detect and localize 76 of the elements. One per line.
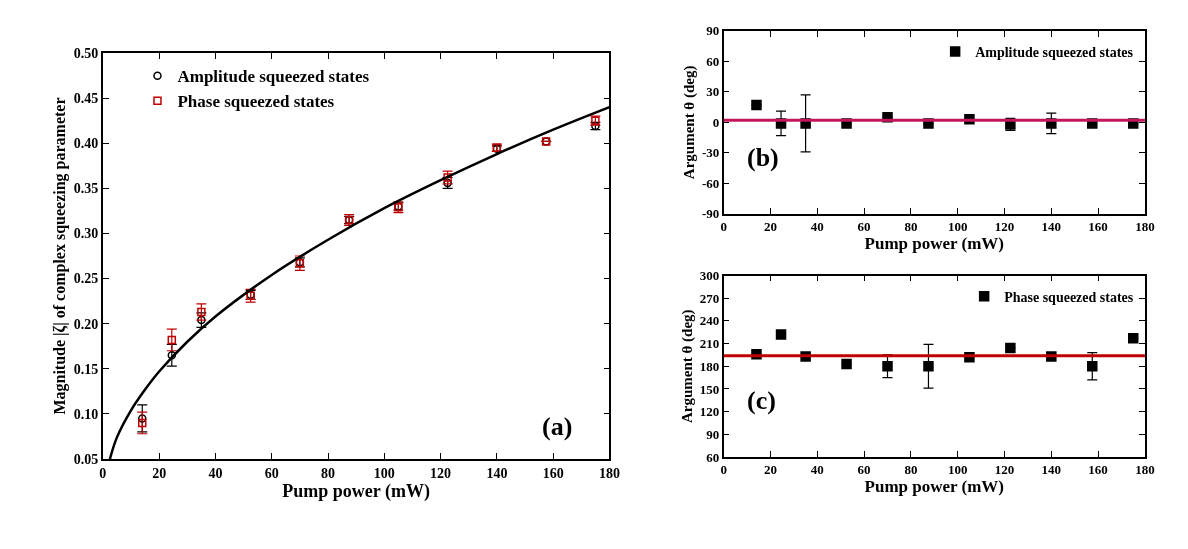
y-tick-label: 0	[712, 114, 720, 130]
legend-label: Phase squeezed states	[177, 92, 335, 112]
x-tick-label: 60	[264, 465, 279, 481]
x-tick-label: 100	[947, 462, 968, 478]
x-tick-label: 120	[994, 219, 1015, 235]
annotation: (c)	[747, 386, 776, 415]
point	[841, 358, 852, 370]
y-tick-label: 0.15	[73, 361, 99, 377]
x-tick-label: 60	[857, 219, 871, 235]
y-tick-label: 90	[706, 23, 720, 39]
x-tick-label: 140	[1041, 219, 1062, 235]
legend-label: Amplitude squeezed states	[177, 67, 370, 87]
y-tick-label: 180	[699, 358, 720, 374]
x-tick-label: 140	[486, 465, 508, 481]
y-tick-label: 120	[699, 404, 720, 420]
y-tick-label: 240	[699, 313, 720, 329]
x-tick-label: 140	[1041, 462, 1062, 478]
y-axis-title: Argument θ (deg)	[678, 309, 696, 424]
y-tick-label: -60	[702, 175, 720, 191]
x-tick-label: 80	[321, 465, 336, 481]
x-tick-label: 60	[857, 462, 871, 478]
y-tick-label: 210	[699, 336, 720, 352]
y-tick-label: 270	[699, 290, 720, 306]
x-tick-label: 40	[810, 462, 824, 478]
point	[882, 361, 893, 372]
point	[167, 351, 177, 360]
x-tick-label: 120	[430, 465, 452, 481]
x-tick-label: 100	[947, 219, 968, 235]
y-axis-title: Magnitude |ζ| of complex squeezing parameter	[51, 97, 70, 415]
x-tick-label: 120	[994, 462, 1015, 478]
y-tick-label: -90	[702, 206, 720, 222]
x-tick-label: 160	[542, 465, 564, 481]
x-tick-label: 180	[598, 465, 620, 481]
point	[1005, 342, 1016, 354]
x-tick-label: 160	[1088, 462, 1108, 478]
point	[923, 361, 934, 372]
legend-label: Amplitude squeezed states	[975, 45, 1134, 61]
y-tick-label: 60	[706, 53, 720, 69]
point	[775, 329, 787, 340]
y-tick-label: 60	[706, 449, 720, 465]
x-tick-label: 40	[810, 219, 824, 235]
y-tick-label: 0.05	[73, 451, 99, 467]
y-tick-label: 300	[699, 268, 720, 284]
x-tick-label: 100	[373, 465, 395, 481]
y-axis-title: Argument θ (deg)	[680, 65, 698, 180]
y-tick-label: -30	[702, 145, 720, 161]
y-tick-label: 0.40	[73, 136, 99, 152]
point	[751, 99, 762, 111]
point	[1087, 361, 1098, 372]
y-tick-label: 90	[706, 426, 720, 442]
legend-label: Phase squeezed states	[1004, 289, 1134, 305]
x-tick-label: 20	[764, 219, 778, 235]
x-tick-label: 180	[1135, 462, 1155, 478]
x-axis-title: Pump power (mW)	[864, 234, 1005, 254]
y-tick-label: 0.20	[73, 316, 99, 332]
y-tick-label: 0.35	[73, 181, 99, 197]
annotation: (b)	[747, 143, 779, 172]
x-tick-label: 80	[904, 462, 918, 478]
x-tick-label: 180	[1135, 219, 1155, 235]
x-tick-label: 80	[904, 219, 918, 235]
y-tick-label: 0.25	[73, 271, 99, 287]
y-tick-label: 0.45	[73, 91, 99, 106]
y-tick-label: 0.50	[73, 45, 99, 61]
y-tick-label: 150	[699, 381, 720, 397]
x-axis-title: Pump power (mW)	[282, 480, 430, 502]
y-tick-label: 30	[706, 84, 720, 100]
y-tick-label: 0.30	[73, 226, 99, 242]
x-tick-label: 160	[1088, 219, 1108, 235]
x-tick-label: 40	[208, 465, 223, 481]
x-tick-label: 20	[764, 462, 778, 478]
point	[1127, 333, 1139, 344]
x-tick-label: 20	[152, 465, 167, 481]
y-tick-label: 0.10	[73, 406, 99, 422]
point	[167, 335, 177, 345]
x-axis-title: Pump power (mW)	[864, 477, 1005, 497]
annotation: (a)	[542, 412, 573, 441]
